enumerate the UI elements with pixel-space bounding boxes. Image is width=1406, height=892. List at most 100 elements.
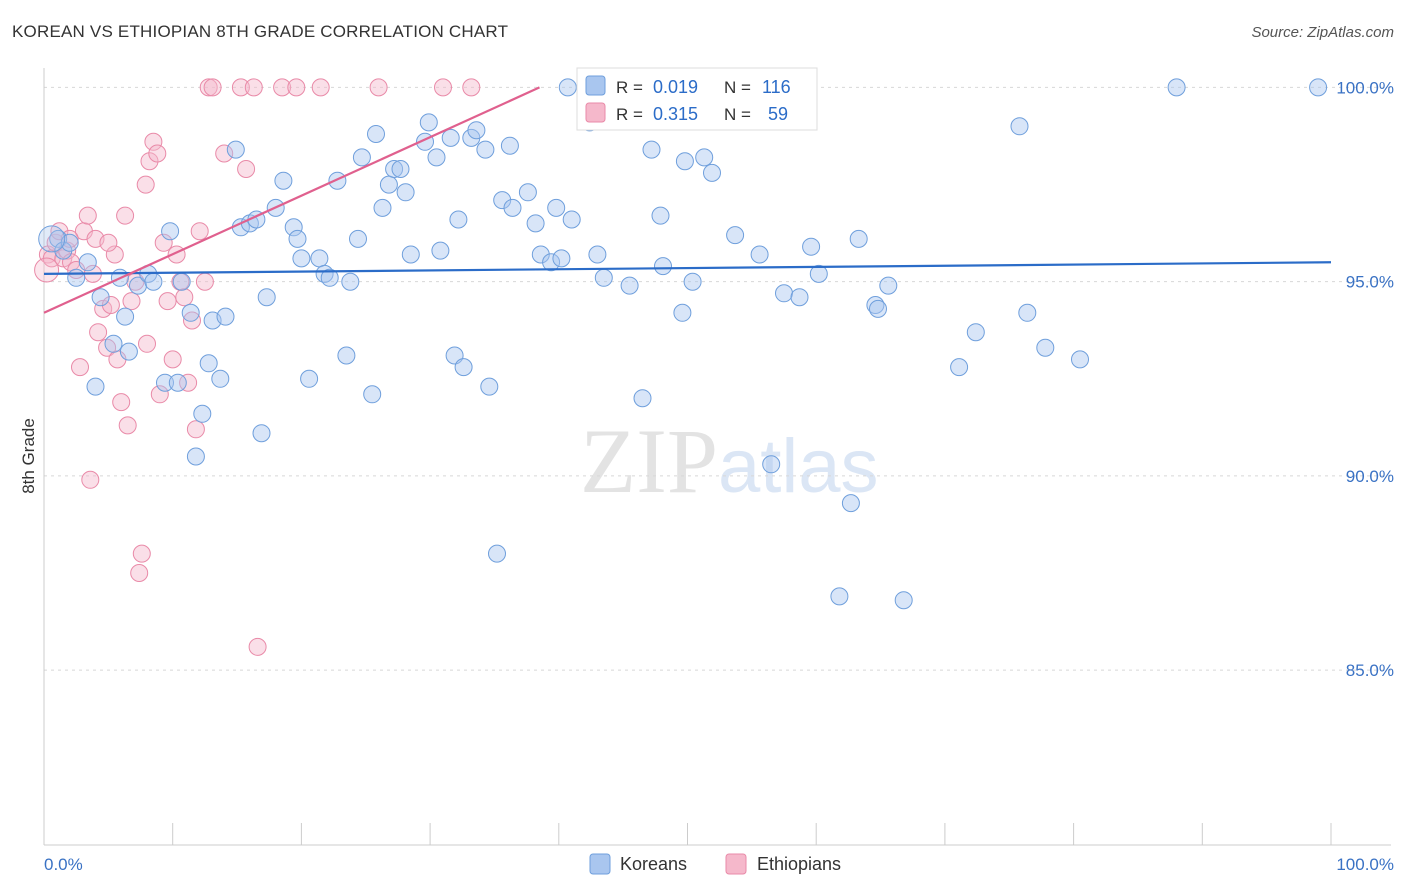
korean-point	[419, 113, 438, 132]
korean-point	[547, 198, 566, 217]
bottom-legend-swatch-koreans	[589, 853, 611, 875]
ethiopian-point	[130, 564, 149, 582]
ethiopian-point	[34, 257, 60, 283]
korean-point	[1071, 350, 1089, 369]
korean-point	[119, 342, 138, 361]
legend-r-label-ethiopians: R =	[616, 105, 643, 124]
ethiopian-point	[311, 78, 330, 97]
korean-point	[91, 288, 110, 307]
korean-point	[292, 249, 311, 268]
korean-point	[186, 447, 205, 466]
ethiopian-point	[144, 132, 163, 151]
y-axis-title: 8th Grade	[19, 418, 38, 494]
korean-point	[809, 264, 828, 283]
korean-point	[257, 288, 276, 307]
ethiopian-point	[140, 152, 159, 171]
legend-r-value-ethiopians: 0.315	[653, 104, 698, 124]
ethiopian-point	[71, 358, 89, 377]
korean-point	[526, 214, 545, 233]
korean-point	[38, 225, 66, 253]
korean-point	[401, 245, 420, 264]
korean-point	[703, 163, 721, 182]
korean-point	[869, 299, 887, 318]
korean-point	[518, 183, 537, 202]
korean-point	[373, 198, 392, 217]
ethiopian-point	[190, 222, 209, 241]
y-tick-label: 85.0%	[1346, 661, 1394, 680]
korean-point	[320, 268, 339, 287]
bottom-legend-label-koreans: Koreans	[620, 854, 687, 874]
korean-point	[226, 140, 245, 159]
korean-point	[683, 272, 702, 291]
korean-point	[594, 268, 613, 287]
ethiopian-point	[248, 637, 267, 656]
ethiopian-point	[105, 245, 124, 264]
y-tick-label: 95.0%	[1346, 273, 1394, 292]
korean-point	[288, 229, 307, 248]
korean-point	[673, 303, 692, 322]
korean-point	[633, 389, 652, 408]
chart-title: KOREAN VS ETHIOPIAN 8TH GRADE CORRELATIO…	[12, 22, 509, 41]
korean-point	[441, 128, 460, 147]
korean-point	[161, 222, 180, 241]
legend-r-value-koreans: 0.019	[653, 77, 698, 97]
korean-point	[558, 78, 577, 97]
korean-point	[454, 358, 473, 377]
ethiopian-point	[138, 334, 156, 353]
korean-point	[879, 276, 898, 295]
ethiopian-point	[81, 470, 100, 489]
chart-source: Source: ZipAtlas.com	[1251, 24, 1394, 41]
korean-point	[216, 307, 235, 326]
ethiopian-point	[231, 78, 250, 97]
korean-point	[1010, 117, 1029, 136]
ethiopian-point	[186, 420, 205, 439]
korean-point	[284, 218, 303, 237]
legend-n-value-ethiopians: 59	[768, 104, 788, 124]
korean-point	[790, 288, 809, 307]
korean-point	[1167, 78, 1186, 97]
y-tick-label: 100.0%	[1336, 78, 1394, 97]
legend-n-label-koreans: N =	[724, 78, 751, 97]
bottom-legend: Koreans Ethiopians	[589, 853, 841, 875]
ethiopian-point	[462, 78, 481, 97]
korean-point	[762, 455, 781, 474]
korean-point	[1018, 303, 1037, 322]
korean-point	[60, 233, 79, 252]
axis-layer: 100.0% 95.0% 90.0% 85.0%	[43, 68, 1394, 846]
korean-point	[391, 160, 410, 178]
ethiopian-point	[116, 206, 135, 225]
legend-r-label-koreans: R =	[616, 78, 643, 97]
ethiopian-point	[287, 78, 306, 97]
ethiopian-point	[244, 78, 263, 97]
ethiopian-point	[237, 160, 256, 178]
korean-point	[168, 373, 187, 392]
korean-point	[129, 276, 147, 295]
korean-point	[431, 241, 450, 260]
korean-point	[467, 121, 486, 140]
ethiopian-point	[89, 323, 108, 342]
ethiopian-point	[215, 144, 234, 163]
ethiopian-point	[118, 416, 137, 435]
korean-point	[352, 148, 371, 167]
korean-point	[588, 245, 607, 264]
korean-point	[476, 140, 495, 159]
ethiopian-point	[434, 78, 452, 97]
x-tick-label-min: 0.0%	[44, 855, 83, 874]
korean-point	[341, 272, 360, 291]
stats-legend: R = 0.019 N = 116 R = 0.315 N = 59	[576, 67, 818, 131]
korean-point	[156, 373, 174, 392]
korean-point	[1309, 78, 1328, 97]
points-layer	[34, 78, 1328, 656]
korean-point	[172, 272, 191, 291]
korean-point	[841, 494, 860, 513]
ethiopian-point	[203, 78, 222, 97]
korean-point	[328, 171, 347, 190]
ethiopian-point	[199, 78, 218, 97]
ethiopian-point	[136, 175, 155, 194]
korean-point	[337, 346, 356, 365]
korean-point	[620, 276, 639, 295]
ethiopian-point	[99, 233, 118, 252]
korean-point	[1036, 338, 1055, 357]
korean-point	[894, 591, 913, 610]
